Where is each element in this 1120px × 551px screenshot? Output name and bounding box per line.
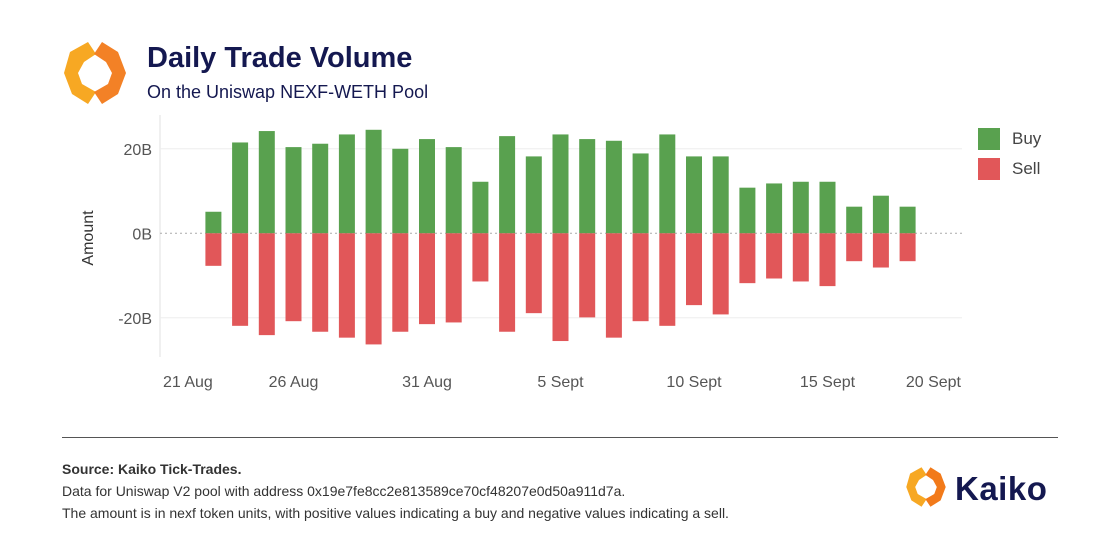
bar-buy (739, 187, 756, 234)
legend-label-sell: Sell (1012, 159, 1041, 178)
bar-buy (258, 131, 275, 234)
x-tick-label: 5 Sept (537, 374, 584, 391)
kaiko-logo-icon (64, 42, 126, 104)
bar-buy (605, 140, 622, 234)
bar-sell (338, 233, 355, 338)
bar-buy (525, 156, 542, 234)
bar-sell (499, 233, 516, 332)
bar-sell (472, 233, 489, 282)
x-tick-label: 20 Sept (906, 374, 962, 391)
bar-sell (819, 233, 836, 287)
kaiko-wordmark: Kaiko (955, 470, 1048, 507)
bar-buy (686, 156, 702, 234)
bar-sell (552, 233, 569, 342)
bar-buy (632, 153, 649, 234)
bar-buy (232, 142, 249, 234)
bar-buy (338, 134, 355, 234)
source-text: Source: Kaiko Tick-Trades. (62, 461, 242, 477)
bar-buy (285, 147, 302, 234)
y-axis-label: Amount (80, 210, 97, 266)
footer-divider (62, 437, 1058, 438)
bar-sell (285, 233, 302, 322)
bar-buy (712, 156, 729, 234)
bar-buy (472, 181, 489, 234)
bar-sell (232, 233, 249, 326)
bar-buy (766, 183, 783, 234)
bar-sell (312, 233, 329, 332)
kaiko-footer-logo-icon (906, 467, 946, 507)
bar-sell (579, 233, 596, 318)
legend-label-buy: Buy (1012, 129, 1042, 148)
bar-buy (419, 139, 435, 234)
y-tick-label: 0B (132, 226, 152, 243)
bar-sell (766, 233, 783, 279)
legend-item-buy[interactable]: Buy (978, 124, 1041, 154)
bar-sell (632, 233, 649, 322)
bar-sell (392, 233, 409, 332)
legend-swatch-sell (978, 158, 1000, 180)
bar-buy (312, 143, 329, 234)
bar-buy (499, 136, 516, 234)
bar-sell (205, 233, 222, 266)
bar-buy (659, 134, 676, 234)
bar-sell (739, 233, 756, 284)
bar-sell (258, 233, 275, 336)
pool-address-note: Data for Uniswap V2 pool with address 0x… (62, 483, 626, 499)
x-tick-label: 26 Aug (269, 374, 319, 391)
bar-sell (419, 233, 435, 325)
bar-buy (445, 147, 462, 234)
bar-buy (392, 148, 409, 234)
bar-buy (579, 139, 596, 234)
x-tick-label: 21 Aug (163, 374, 213, 391)
bar-sell (846, 233, 863, 262)
legend-item-sell[interactable]: Sell (978, 154, 1041, 184)
bar-sell (605, 233, 622, 338)
bar-buy (792, 181, 809, 234)
chart-subtitle: On the Uniswap NEXF-WETH Pool (147, 82, 429, 102)
bar-sell (792, 233, 809, 282)
bar-buy (846, 206, 863, 234)
bar-sell (365, 233, 382, 345)
bar-buy (552, 134, 569, 234)
bar-sell (445, 233, 462, 323)
bar-buy (365, 129, 382, 234)
bar-buy (205, 211, 222, 234)
y-tick-label: -20B (118, 311, 152, 328)
chart-title: Daily Trade Volume (147, 42, 413, 74)
x-tick-label: 10 Sept (666, 374, 722, 391)
x-tick-label: 15 Sept (800, 374, 856, 391)
y-tick-label: 20B (124, 142, 152, 159)
bar-sell (899, 233, 916, 262)
bar-sell (686, 233, 702, 306)
x-tick-label: 31 Aug (402, 374, 452, 391)
bar-chart: 20B 0B -20B Amount 21 Aug 26 Aug 31 Aug 5 Sept 1… (80, 115, 962, 391)
legend-swatch-buy (978, 128, 1000, 150)
bar-sell (525, 233, 542, 314)
bar-buy (872, 195, 889, 234)
bar-sell (872, 233, 889, 268)
units-note: The amount is in nexf token units, with … (62, 505, 729, 521)
legend: Buy Sell (978, 124, 1041, 184)
bar-sell (712, 233, 729, 315)
bar-buy (899, 206, 916, 234)
bar-buy (819, 181, 836, 234)
bar-sell (659, 233, 676, 326)
